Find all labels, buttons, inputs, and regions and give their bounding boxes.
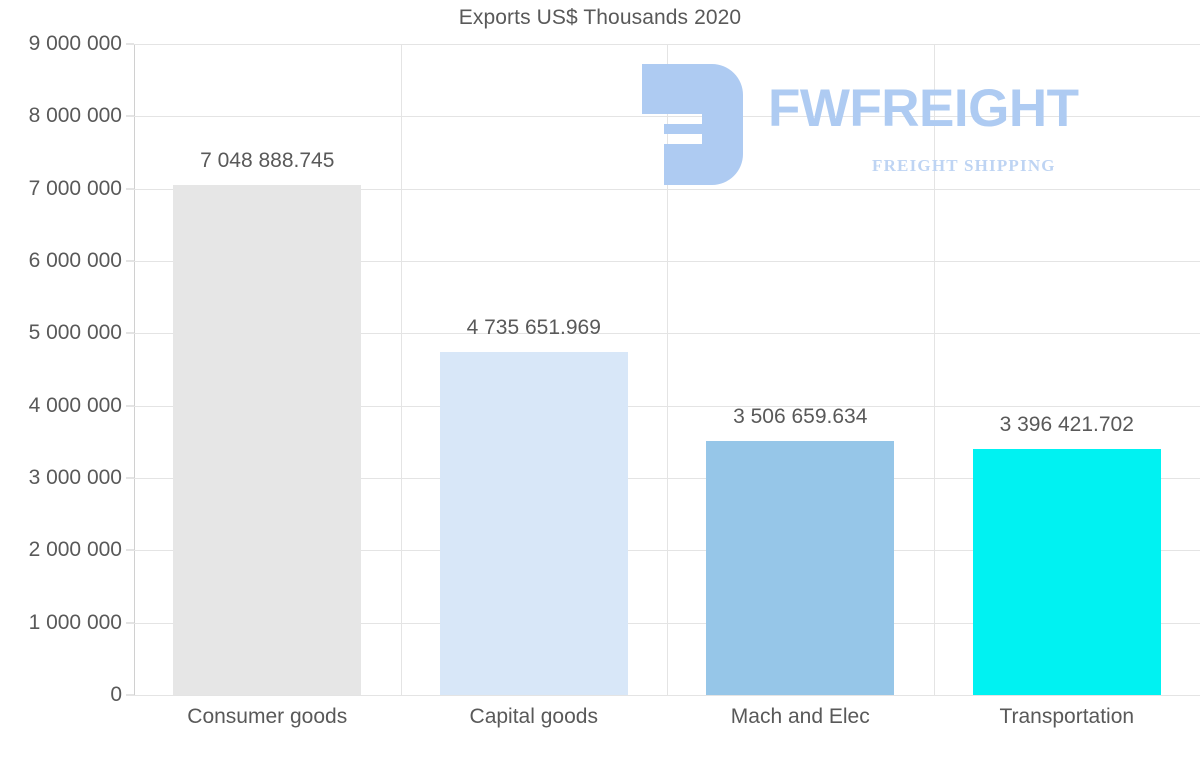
gridline-vertical xyxy=(401,44,402,695)
y-axis-tick-mark xyxy=(126,694,134,696)
y-axis-tick-label: 3 000 000 xyxy=(28,466,122,489)
y-axis-tick-mark xyxy=(126,115,134,117)
gridline-horizontal xyxy=(134,695,1200,696)
plot-area xyxy=(134,44,1200,696)
y-axis-tick-label: 1 000 000 xyxy=(28,610,122,634)
y-axis-tick-mark xyxy=(126,477,134,479)
y-axis-tick-mark xyxy=(126,332,134,334)
y-axis-tick-label: 5 000 000 xyxy=(28,321,122,345)
bar[interactable] xyxy=(972,449,1161,695)
bar[interactable] xyxy=(173,185,362,695)
y-axis-tick-label: 8 000 000 xyxy=(28,104,122,128)
bar[interactable] xyxy=(439,352,628,695)
x-axis-category-label: Capital goods xyxy=(469,705,598,728)
y-axis-tick-mark xyxy=(126,43,134,45)
y-axis-line xyxy=(134,44,135,696)
y-axis-tick-label: 7 000 000 xyxy=(28,176,122,200)
bar-value-label: 4 735 651.969 xyxy=(466,316,601,340)
gridline-vertical xyxy=(934,44,935,695)
bar-value-label: 3 396 421.702 xyxy=(999,413,1134,437)
x-axis-category-label: Mach and Elec xyxy=(730,705,870,728)
y-axis-tick-label: 4 000 000 xyxy=(28,393,122,417)
y-axis-tick-label: 9 000 000 xyxy=(28,32,122,55)
x-axis-category-label: Consumer goods xyxy=(187,705,348,728)
y-axis-tick-mark xyxy=(126,405,134,407)
y-axis-tick-mark xyxy=(126,188,134,190)
bar-value-label: 3 506 659.634 xyxy=(733,405,868,429)
y-axis-tick-label: 0 xyxy=(110,683,122,706)
x-axis-category-label: Transportation xyxy=(999,705,1135,728)
gridline-vertical xyxy=(667,44,668,695)
y-axis-tick-mark xyxy=(126,622,134,624)
y-axis-tick-mark xyxy=(126,549,134,551)
y-axis-tick-label: 2 000 000 xyxy=(28,538,122,562)
bar[interactable] xyxy=(706,441,895,695)
y-axis-tick-label: 6 000 000 xyxy=(28,249,122,272)
bar-value-label: 7 048 888.745 xyxy=(200,149,335,173)
y-axis-tick-mark xyxy=(126,260,134,262)
chart-title: Exports US$ Thousands 2020 xyxy=(458,6,742,29)
